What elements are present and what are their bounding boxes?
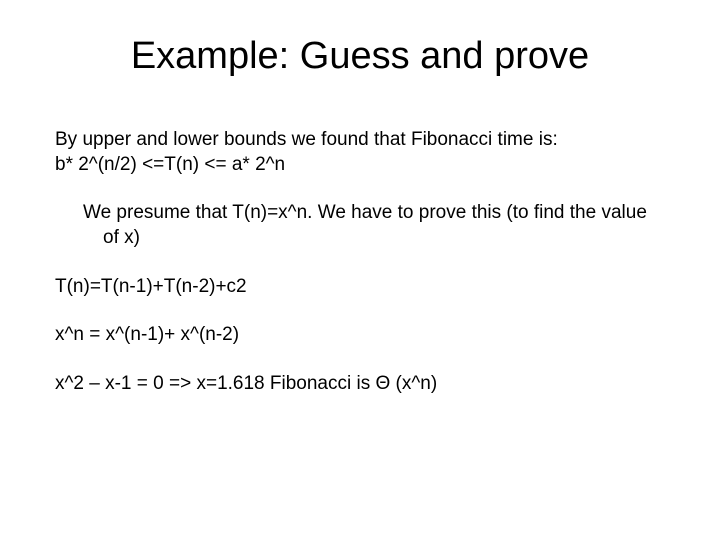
paragraph-substitution: x^n = x^(n-1)+ x^(n-2)	[55, 323, 665, 348]
bounds-line-1: By upper and lower bounds we found that …	[55, 128, 665, 153]
slide-title: Example: Guess and prove	[55, 35, 665, 78]
paragraph-bounds: By upper and lower bounds we found that …	[55, 128, 665, 177]
paragraph-solution: x^2 – x-1 = 0 => x=1.618 Fibonacci is Θ …	[55, 372, 665, 397]
bounds-line-2: b* 2^(n/2) <=T(n) <= a* 2^n	[55, 153, 665, 178]
paragraph-recurrence: T(n)=T(n-1)+T(n-2)+c2	[55, 275, 665, 300]
paragraph-presume: We presume that T(n)=x^n. We have to pro…	[75, 201, 665, 250]
